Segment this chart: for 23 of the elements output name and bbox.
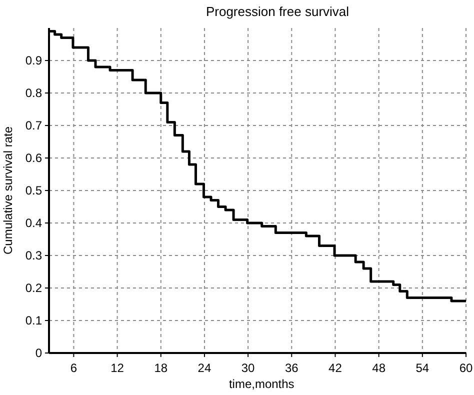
y-tick-label: 0.3 — [25, 248, 42, 262]
x-tick-label: 42 — [328, 361, 342, 375]
y-tick-label: 0 — [35, 346, 42, 360]
x-tick-label: 36 — [284, 361, 299, 375]
x-tick-label: 24 — [198, 361, 212, 375]
y-tick-label: 0.7 — [25, 118, 42, 132]
x-tick-label: 6 — [70, 361, 78, 375]
x-tick-label: 30 — [241, 361, 256, 375]
y-tick-label: 0.4 — [25, 216, 42, 230]
y-tick-label: 0.1 — [25, 314, 42, 328]
y-tick-label: 0.5 — [25, 184, 42, 198]
y-tick-label: 0.6 — [25, 151, 42, 165]
x-tick-label: 54 — [416, 361, 430, 375]
x-tick-label: 60 — [459, 361, 473, 375]
x-tick-label: 48 — [372, 361, 386, 375]
y-tick-label: 0.2 — [25, 281, 42, 295]
y-axis-title: Cumulative survival rate — [1, 126, 15, 255]
x-tick-label: 12 — [110, 361, 124, 375]
chart-title: Progression free survival — [206, 4, 350, 19]
y-tick-label: 0.8 — [25, 86, 42, 100]
x-axis-title: time,months — [228, 377, 294, 391]
y-tick-label: 0.9 — [25, 54, 42, 68]
x-tick-label: 18 — [154, 361, 168, 375]
